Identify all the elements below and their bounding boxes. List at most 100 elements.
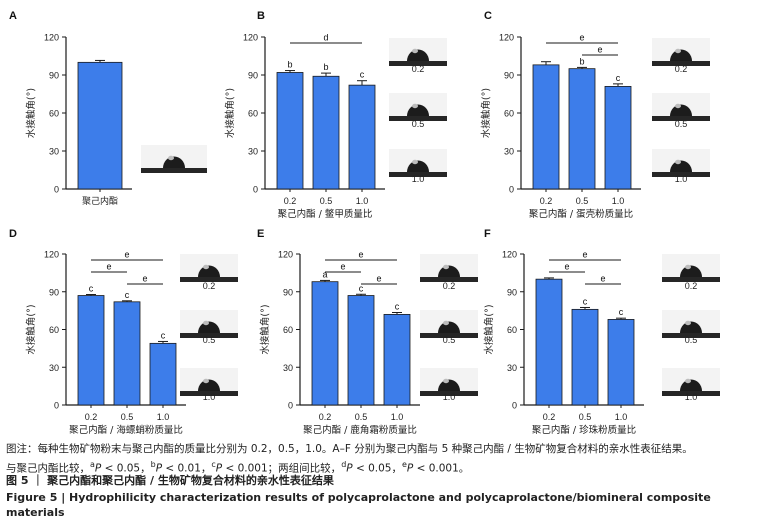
significance-letter: c <box>619 307 624 317</box>
y-axis-label: 水接触角(°) <box>25 88 37 138</box>
droplet-photo <box>662 310 720 338</box>
droplet-photo <box>389 93 447 121</box>
comparison-label: e <box>582 250 587 260</box>
water-droplet <box>680 265 702 277</box>
water-droplet <box>670 49 692 61</box>
y-tick-label: 60 <box>248 109 258 119</box>
sig-a-marker: a <box>90 460 95 469</box>
y-tick-label: 0 <box>288 401 293 411</box>
droplet-highlight <box>685 320 691 326</box>
comparison-label: e <box>600 274 605 284</box>
droplet-photo <box>180 254 238 282</box>
significance-letter: c <box>360 70 365 80</box>
panel-label: F <box>484 228 491 240</box>
y-tick-label: 60 <box>507 325 517 335</box>
x-axis-label: 聚己内酯 / 蛋壳粉质量比 <box>529 208 633 220</box>
comparison-label: e <box>376 274 381 284</box>
y-tick-label: 0 <box>54 185 59 195</box>
y-tick-label: 90 <box>504 71 514 81</box>
comparison-label: e <box>358 250 363 260</box>
bar <box>383 313 411 406</box>
droplet-photo <box>389 38 447 66</box>
photo-label: 0.5 <box>203 335 216 345</box>
y-tick-label: 120 <box>44 250 59 260</box>
x-tick-label: 1.0 <box>356 196 369 206</box>
x-tick-label: 1.0 <box>391 412 404 422</box>
substrate-surface <box>389 116 447 121</box>
bar <box>77 295 105 406</box>
x-axis-label: 聚己内酯 / 鳖甲质量比 <box>278 208 373 220</box>
panel-d: D 0 30 60 90 120 水接触角(°) c 0.2 c 0.5 c 1.0 聚己内酯 / 海螵蛸… <box>9 228 238 436</box>
x-tick-label: 0.5 <box>121 412 134 422</box>
water-droplet <box>680 379 702 391</box>
bar <box>77 61 123 190</box>
panel-f: F 0 30 60 90 120 水接触角(°) 0.2 c 0.5 c 1.0 聚己内酯 / 珍珠粉质… <box>483 228 720 436</box>
droplet-highlight <box>168 155 174 161</box>
substrate-surface <box>389 61 447 66</box>
y-tick-label: 120 <box>502 250 517 260</box>
droplet-photo <box>652 93 710 121</box>
water-droplet <box>198 379 220 391</box>
bar <box>312 75 340 190</box>
bar <box>348 84 376 190</box>
photo-label: 0.5 <box>685 335 698 345</box>
y-tick-label: 60 <box>49 325 59 335</box>
water-droplet <box>680 321 702 333</box>
photo-label: 0.2 <box>443 281 456 291</box>
water-droplet <box>670 160 692 172</box>
droplet-highlight <box>203 320 209 326</box>
droplet-highlight <box>443 320 449 326</box>
photo-label: 0.5 <box>412 119 425 129</box>
bar <box>604 86 632 190</box>
y-tick-label: 60 <box>504 109 514 119</box>
figure-panels: A 0 30 60 90 120 水接触角(°) 聚己内酯 B 0 30 60 90 120 水接触角(°)… <box>9 10 720 436</box>
comparison-label: d <box>323 33 328 43</box>
droplet-photo <box>389 149 447 177</box>
sig-e-marker: e <box>401 460 407 469</box>
droplet-highlight <box>675 48 681 54</box>
droplet-photo <box>662 368 720 396</box>
photo-label: 0.5 <box>675 119 688 129</box>
droplet-photo <box>420 368 478 396</box>
sig-d-marker: d <box>341 460 347 469</box>
y-tick-label: 0 <box>512 401 517 411</box>
y-tick-label: 60 <box>283 325 293 335</box>
panel-label: C <box>484 10 492 22</box>
significance-letter: c <box>89 284 94 294</box>
comparison-label: e <box>579 33 584 43</box>
water-droplet <box>438 265 460 277</box>
y-tick-label: 0 <box>253 185 258 195</box>
panel-b: B 0 30 60 90 120 水接触角(°) b 0.2 b 0.5 c 1.0 聚己内酯 / 鳖甲质… <box>224 10 447 220</box>
sig-c-p: P <box>215 462 223 475</box>
x-tick-label: 0.5 <box>320 196 333 206</box>
y-axis-label: 水接触角(°) <box>483 304 495 354</box>
substrate-surface <box>420 391 478 396</box>
significance-letter: a <box>322 269 327 279</box>
substrate-surface <box>180 391 238 396</box>
substrate-surface <box>652 116 710 121</box>
y-tick-label: 120 <box>278 250 293 260</box>
x-tick-label: 1.0 <box>612 196 625 206</box>
photo-label: 1.0 <box>412 174 425 184</box>
water-droplet <box>438 379 460 391</box>
x-tick-label: 0.2 <box>540 196 553 206</box>
y-tick-label: 30 <box>49 147 59 157</box>
photo-label: 1.0 <box>675 174 688 184</box>
comparison-label: e <box>340 262 345 272</box>
significance-letter: b <box>287 60 292 70</box>
x-tick-label: 0.5 <box>355 412 368 422</box>
droplet-photo <box>662 254 720 282</box>
note-start: 图注：每种生物矿物粉末与聚己内酯的质量比分别为 0.2，0.5，1.0。A–F … <box>6 443 693 455</box>
x-tick-label: 0.2 <box>85 412 98 422</box>
panel-label: D <box>9 228 17 240</box>
droplet-photo <box>180 310 238 338</box>
water-droplet <box>198 265 220 277</box>
sig-b-text: < 0.01， <box>162 462 212 475</box>
y-tick-label: 30 <box>248 147 258 157</box>
panel-label: B <box>257 10 265 22</box>
significance-letter: c <box>125 290 130 300</box>
x-tick-label: 0.5 <box>579 412 592 422</box>
bar <box>149 342 177 406</box>
sig-a-text: < 0.05， <box>101 462 151 475</box>
substrate-surface <box>141 168 207 173</box>
